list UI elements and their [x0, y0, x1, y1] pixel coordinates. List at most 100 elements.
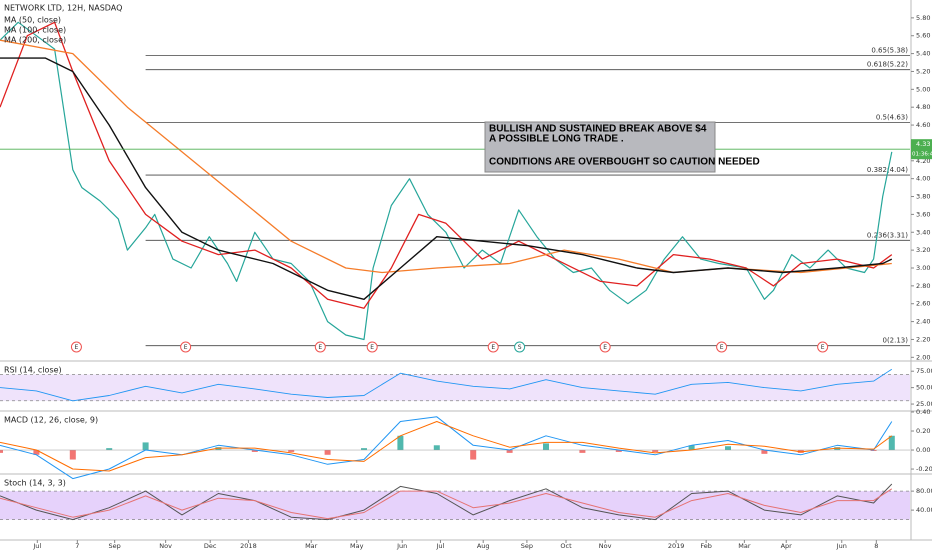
macd-histogram-bar: [870, 450, 877, 451]
event-label: E: [491, 344, 495, 351]
event-marker: [599, 341, 611, 353]
y-tick-label: 0.40: [916, 408, 930, 416]
x-tick-label: Sep: [109, 542, 121, 550]
annotation-line: BULLISH AND SUSTAINED BREAK ABOVE $4: [489, 123, 707, 134]
fib-label: 0.5(4.63): [876, 113, 908, 121]
y-tick-label: 40.00: [916, 506, 932, 514]
macd-histogram-bar: [69, 450, 76, 460]
macd-histogram-bar: [615, 450, 622, 452]
last-price-label: 4.33: [916, 140, 930, 148]
annotation-box: [484, 121, 716, 173]
event-label: S: [518, 344, 522, 351]
x-tick-label: Sep: [521, 542, 533, 550]
event-marker: [180, 341, 192, 353]
y-tick-label: 75.00: [916, 367, 932, 375]
x-tick-label: Aug: [477, 542, 490, 550]
y-tick-label: 4.80: [916, 103, 930, 111]
x-tick-label: Feb: [700, 542, 712, 550]
y-tick-label: 5.20: [916, 67, 930, 75]
macd-histogram-bar: [0, 450, 3, 453]
series-line: [0, 21, 893, 309]
legend-entry: MA (200, close): [4, 36, 66, 45]
x-tick-label: Jul: [436, 542, 445, 550]
event-label: E: [75, 344, 79, 351]
event-marker: [70, 341, 82, 353]
macd-histogram-bar: [506, 450, 513, 453]
series-line: [0, 21, 893, 341]
event-label: E: [720, 344, 724, 351]
fib-label: 0.618(5.22): [867, 61, 908, 69]
macd-histogram-bar: [397, 435, 404, 451]
y-tick-label: 4.00: [916, 175, 930, 183]
macd-histogram-bar: [106, 448, 113, 451]
y-tick-label: 3.20: [916, 246, 930, 254]
event-marker: [487, 341, 499, 353]
event-marker: [817, 341, 829, 353]
macd-histogram-bar: [324, 450, 331, 455]
series-line: [0, 421, 893, 472]
series-line: [0, 368, 893, 402]
event-label: E: [603, 344, 607, 351]
countdown: 01:36:47: [912, 152, 932, 158]
y-tick-label: 25.00: [916, 400, 932, 408]
y-tick-label: 2.60: [916, 300, 930, 308]
y-tick-label: 2.20: [916, 335, 930, 343]
y-tick-label: 3.80: [916, 193, 930, 201]
legend-entry: MA (100, close): [4, 26, 66, 35]
y-tick-label: 50.00: [916, 384, 932, 392]
y-tick-label: 2.40: [916, 318, 930, 326]
fib-label: 0.65(5.38): [871, 46, 908, 54]
x-tick-label: May: [350, 542, 364, 550]
x-tick-label: Nov: [159, 542, 172, 550]
x-tick-label: 8: [874, 542, 878, 550]
x-tick-label: Jun: [836, 542, 847, 550]
y-tick-label: 5.00: [916, 85, 930, 93]
y-tick-label: 5.40: [916, 50, 930, 58]
series-line: [0, 483, 893, 521]
event-marker: [366, 341, 378, 353]
event-label: E: [821, 344, 825, 351]
x-tick-label: Mar: [738, 542, 751, 550]
macd-histogram-bar: [433, 445, 440, 451]
macd-histogram-bar: [543, 443, 549, 451]
macd-histogram-bar: [142, 442, 149, 451]
y-tick-label: 5.60: [916, 32, 930, 40]
y-tick-label: 80.00: [916, 487, 932, 495]
indicator-band: [0, 491, 910, 520]
y-tick-label: 5.80: [916, 14, 930, 22]
x-tick-label: Oct: [560, 542, 572, 550]
x-tick-label: Jun: [396, 542, 407, 550]
event-marker: [716, 341, 728, 353]
y-tick-label: 0.20: [916, 427, 930, 435]
y-tick-label: 3.40: [916, 228, 930, 236]
indicator-band: [0, 374, 910, 401]
event-label: E: [318, 344, 322, 351]
macd-histogram-bar: [761, 450, 768, 454]
macd-histogram-bar: [251, 450, 258, 452]
annotation-line: A POSSIBLE LONG TRADE .: [489, 133, 624, 144]
event-label: E: [370, 344, 374, 351]
y-tick-label: 3.00: [916, 264, 930, 272]
y-tick-label: 4.60: [916, 121, 930, 129]
macd-histogram-bar: [725, 446, 731, 451]
series-line: [0, 416, 893, 480]
x-tick-label: Dec: [204, 542, 217, 550]
x-tick-label: Nov: [599, 542, 612, 550]
x-tick-label: Mar: [305, 542, 318, 550]
panel-title: MACD (12, 26, close, 9): [4, 416, 98, 425]
macd-histogram-bar: [652, 450, 659, 452]
macd-histogram-bar: [834, 447, 841, 451]
event-marker: [514, 341, 526, 353]
series-line: [0, 488, 893, 520]
x-tick-label: 7: [75, 542, 79, 550]
x-tick-label: 2019: [668, 542, 685, 550]
legend-entry: MA (50, close): [4, 16, 61, 25]
panel-title: NETWORK LTD, 12H, NASDAQ: [4, 4, 122, 13]
y-tick-label: 3.60: [916, 210, 930, 218]
fib-label: 0(2.13): [882, 337, 908, 345]
event-marker: [314, 341, 326, 353]
last-price-tag: [911, 139, 932, 160]
macd-histogram-bar: [470, 450, 477, 460]
y-tick-label: -0.20: [916, 465, 932, 473]
